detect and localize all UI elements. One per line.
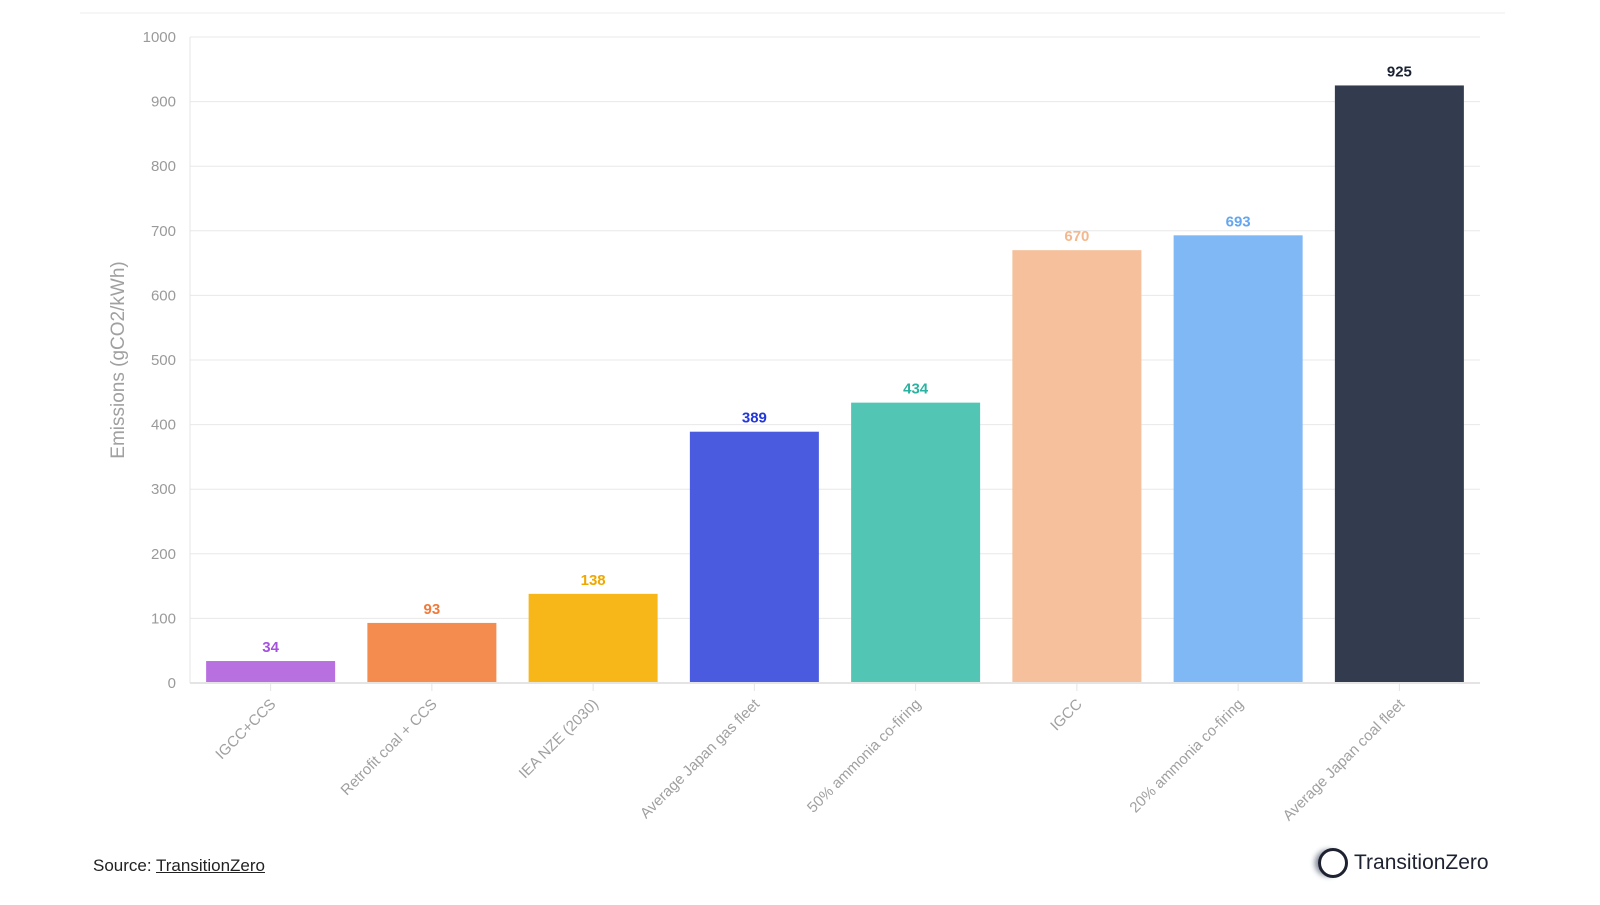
x-tick-label: Average Japan gas fleet bbox=[637, 695, 764, 822]
source-prefix: Source: bbox=[93, 856, 157, 875]
y-tick-label: 400 bbox=[151, 417, 176, 434]
bar bbox=[689, 431, 819, 683]
y-tick-label: 600 bbox=[151, 287, 176, 304]
y-tick-label: 700 bbox=[151, 223, 176, 240]
x-tick-label: IEA NZE (2030) bbox=[516, 696, 602, 782]
bar bbox=[851, 402, 981, 683]
logo-text: TransitionZero bbox=[1354, 851, 1489, 874]
y-tick-label: 500 bbox=[151, 352, 176, 369]
y-tick-label: 300 bbox=[151, 481, 176, 498]
bar bbox=[1334, 85, 1464, 683]
y-tick-label: 100 bbox=[151, 610, 176, 627]
x-tick-label: Retrofit coal + CCS bbox=[338, 696, 441, 799]
data-label: 925 bbox=[1387, 63, 1412, 80]
data-label: 389 bbox=[742, 410, 767, 427]
y-tick-label: 1000 bbox=[143, 29, 176, 46]
y-tick-label: 200 bbox=[151, 546, 176, 563]
data-label: 34 bbox=[262, 639, 279, 656]
source-note: Source: TransitionZero bbox=[93, 856, 265, 876]
data-label: 434 bbox=[903, 381, 929, 398]
bar bbox=[367, 622, 497, 683]
x-tick-label: Average Japan coal fleet bbox=[1280, 695, 1409, 824]
x-tick-label: IGCC bbox=[1047, 696, 1086, 735]
bar bbox=[1173, 235, 1303, 683]
x-tick-label: IGCC+CCS bbox=[212, 696, 279, 763]
ring-logo-icon bbox=[1318, 848, 1348, 878]
y-tick-label: 0 bbox=[168, 675, 176, 692]
y-tick-label: 800 bbox=[151, 158, 176, 175]
data-label: 93 bbox=[424, 601, 441, 618]
source-link[interactable]: TransitionZero bbox=[156, 856, 265, 875]
data-label: 693 bbox=[1226, 213, 1251, 230]
y-axis-title: Emissions (gCO2/kWh) bbox=[108, 261, 129, 458]
bar bbox=[1012, 250, 1142, 683]
y-tick-label: 900 bbox=[151, 94, 176, 111]
data-label: 138 bbox=[581, 572, 606, 589]
bar bbox=[206, 661, 336, 683]
x-tick-label: 50% ammonia co-firing bbox=[804, 696, 924, 816]
transitionzero-logo: TransitionZero bbox=[1318, 848, 1489, 878]
x-tick-label: 20% ammonia co-firing bbox=[1126, 696, 1246, 816]
bar bbox=[528, 593, 658, 683]
data-label: 670 bbox=[1064, 228, 1089, 245]
